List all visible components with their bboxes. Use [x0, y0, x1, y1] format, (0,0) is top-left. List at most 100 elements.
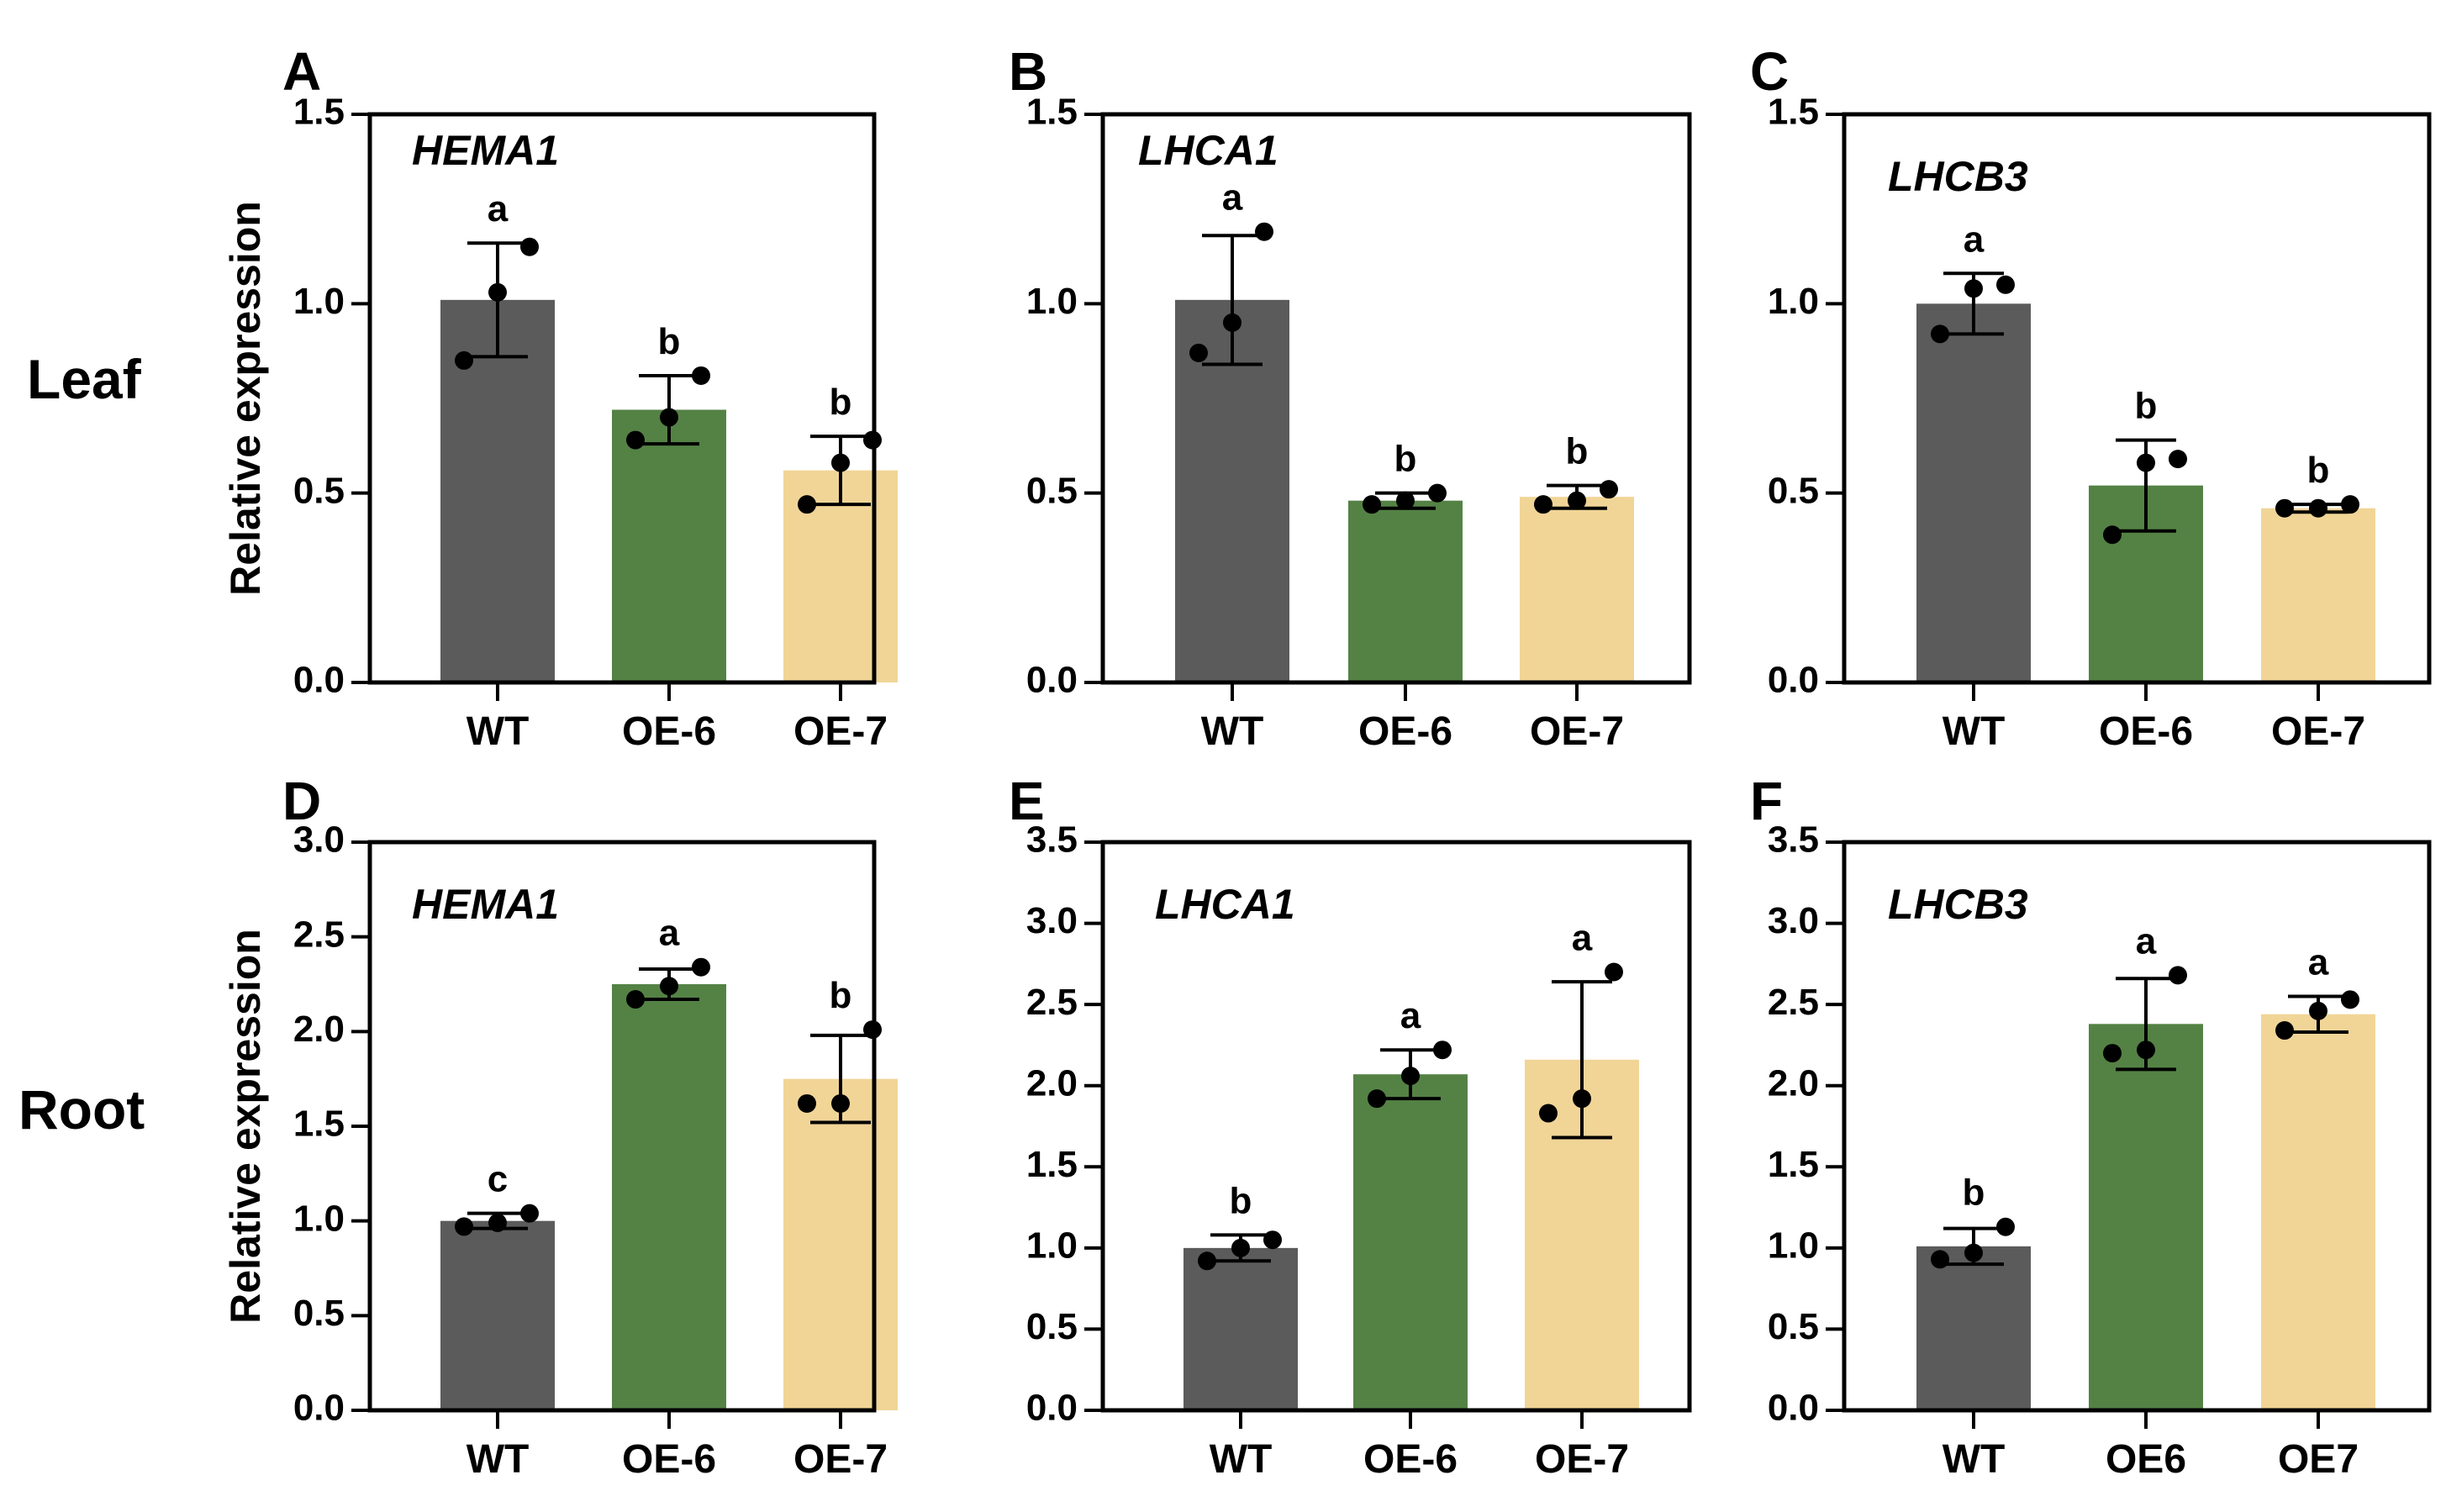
data-point [455, 350, 473, 370]
panel-letter: E [1009, 771, 1045, 831]
y-tick-label: 1.5 [293, 1104, 345, 1145]
data-point [1600, 480, 1618, 499]
x-tick-label: WT [467, 1437, 530, 1482]
panel-d: D Relative expression c WT a OE-6 b OE-7 0.0 0.5 1… [222, 771, 898, 1482]
panel-letter: C [1750, 41, 1789, 102]
y-tick-label: 3.0 [1768, 900, 1819, 941]
significance-letter: b [1230, 1180, 1252, 1221]
gene-title: HEMA1 [412, 127, 559, 174]
panel-letter: F [1750, 771, 1783, 831]
bar-oe-7 [1520, 497, 1634, 682]
data-point [1996, 275, 2015, 294]
x-tick-label: OE-6 [2099, 709, 2193, 754]
data-point [1363, 495, 1381, 514]
x-tick-label: WT [1943, 709, 2006, 754]
data-point [1964, 279, 1983, 298]
y-tick-label: 0.0 [293, 1388, 345, 1429]
data-point [626, 430, 645, 450]
bar-wt [1183, 1247, 1298, 1410]
data-point [2275, 1021, 2294, 1040]
panel-letter: A [282, 41, 321, 102]
bar-oe-6 [612, 409, 726, 682]
significance-letter: b [1963, 1172, 1985, 1214]
significance-letter: a [2308, 941, 2329, 983]
y-tick-label: 1.5 [1026, 1144, 1078, 1185]
significance-letter: b [2135, 386, 2158, 427]
x-tick-label: OE-6 [1358, 709, 1452, 754]
significance-letter: a [1964, 219, 1985, 260]
y-tick-label: 2.0 [1026, 1062, 1078, 1104]
bar-oe-6 [1348, 500, 1463, 682]
panel-f: Fb WT a OE6 a OE7 0.0 0.5 1.0 1.5 2.0 2.5 3.0 3.5 LHCB… [1750, 771, 2432, 1482]
x-tick-label: WT [1943, 1437, 2006, 1482]
data-point [1539, 1104, 1558, 1123]
panel-letter: D [282, 771, 321, 831]
x-tick-label: OE-7 [1530, 709, 1624, 754]
data-point [831, 1093, 850, 1113]
y-axis-label: Relative expression [222, 929, 269, 1324]
panel-c: Ca WT b OE-6 b OE-7 0.0 0.5 1.0 1.5 LHCB3 [1750, 41, 2432, 754]
data-point [1263, 1230, 1282, 1250]
x-tick-label: WT [1201, 709, 1264, 754]
y-tick-label: 0.5 [1026, 470, 1078, 511]
data-point [2169, 966, 2187, 985]
bar-oe-6 [612, 984, 726, 1410]
bar-oe7 [2261, 1014, 2375, 1410]
plot-frame [1842, 112, 2432, 685]
data-point [1931, 1250, 1949, 1269]
y-tick-label: 0.0 [1026, 660, 1078, 701]
y-tick-label: 0.0 [1768, 660, 1819, 701]
data-point [2137, 1040, 2155, 1060]
x-tick-label: OE-6 [622, 709, 716, 754]
panel-e: Eb WT a OE-6 a OE-7 0.0 0.5 1.0 1.5 2.0 2.5 3.0 3.5 LH… [1009, 771, 1692, 1482]
chart-panels: A Relative expression a WT b OE-6 b OE-7 0.0 0.5 1… [222, 41, 2432, 1482]
gene-title: LHCA1 [1138, 127, 1278, 174]
data-point [1433, 1040, 1452, 1060]
data-point [692, 366, 710, 385]
x-tick-label: OE-7 [2271, 709, 2365, 754]
y-tick-label: 2.5 [293, 914, 345, 955]
data-point [1428, 483, 1447, 503]
data-point [2309, 498, 2327, 518]
bar-oe-7 [783, 1078, 898, 1410]
data-point [1401, 1067, 1420, 1086]
data-point [1223, 313, 1241, 332]
x-tick-label: OE-6 [622, 1437, 716, 1482]
data-point [2103, 525, 2122, 545]
y-tick-label: 1.0 [293, 281, 345, 322]
data-point [626, 990, 645, 1009]
significance-letter: b [830, 975, 852, 1016]
gene-title: HEMA1 [412, 881, 559, 928]
data-point [831, 453, 850, 472]
y-tick-label: 2.0 [1768, 1062, 1819, 1104]
plot-frame [1842, 840, 2432, 1413]
data-point [520, 237, 539, 256]
significance-letter: b [658, 321, 681, 362]
bar-wt [440, 1220, 555, 1410]
data-point [798, 1093, 816, 1113]
significance-letter: b [1394, 439, 1417, 480]
y-tick-label: 3.5 [1768, 819, 1819, 861]
significance-letter: a [1222, 177, 1243, 219]
y-tick-label: 2.5 [1768, 982, 1819, 1023]
data-point [1255, 222, 1273, 241]
y-tick-label: 0.5 [1026, 1306, 1078, 1347]
gene-title: LHCB3 [1888, 153, 2028, 200]
data-point [1368, 1089, 1386, 1109]
significance-letter: b [1566, 431, 1589, 472]
x-tick-label: OE-7 [793, 1437, 888, 1482]
significance-letter: a [1400, 995, 1421, 1036]
significance-letter: a [1572, 918, 1593, 959]
plot-frame [1100, 112, 1692, 685]
data-point [2103, 1044, 2122, 1063]
y-tick-label: 2.5 [1026, 982, 1078, 1023]
data-point [1568, 491, 1586, 510]
gene-title: LHCB3 [1888, 881, 2028, 928]
y-tick-label: 0.5 [293, 1293, 345, 1334]
data-point [1396, 491, 1415, 510]
y-tick-label: 1.5 [1026, 92, 1078, 133]
y-tick-label: 0.5 [1768, 470, 1819, 511]
y-tick-label: 0.0 [293, 660, 345, 701]
data-point [1964, 1243, 1983, 1262]
